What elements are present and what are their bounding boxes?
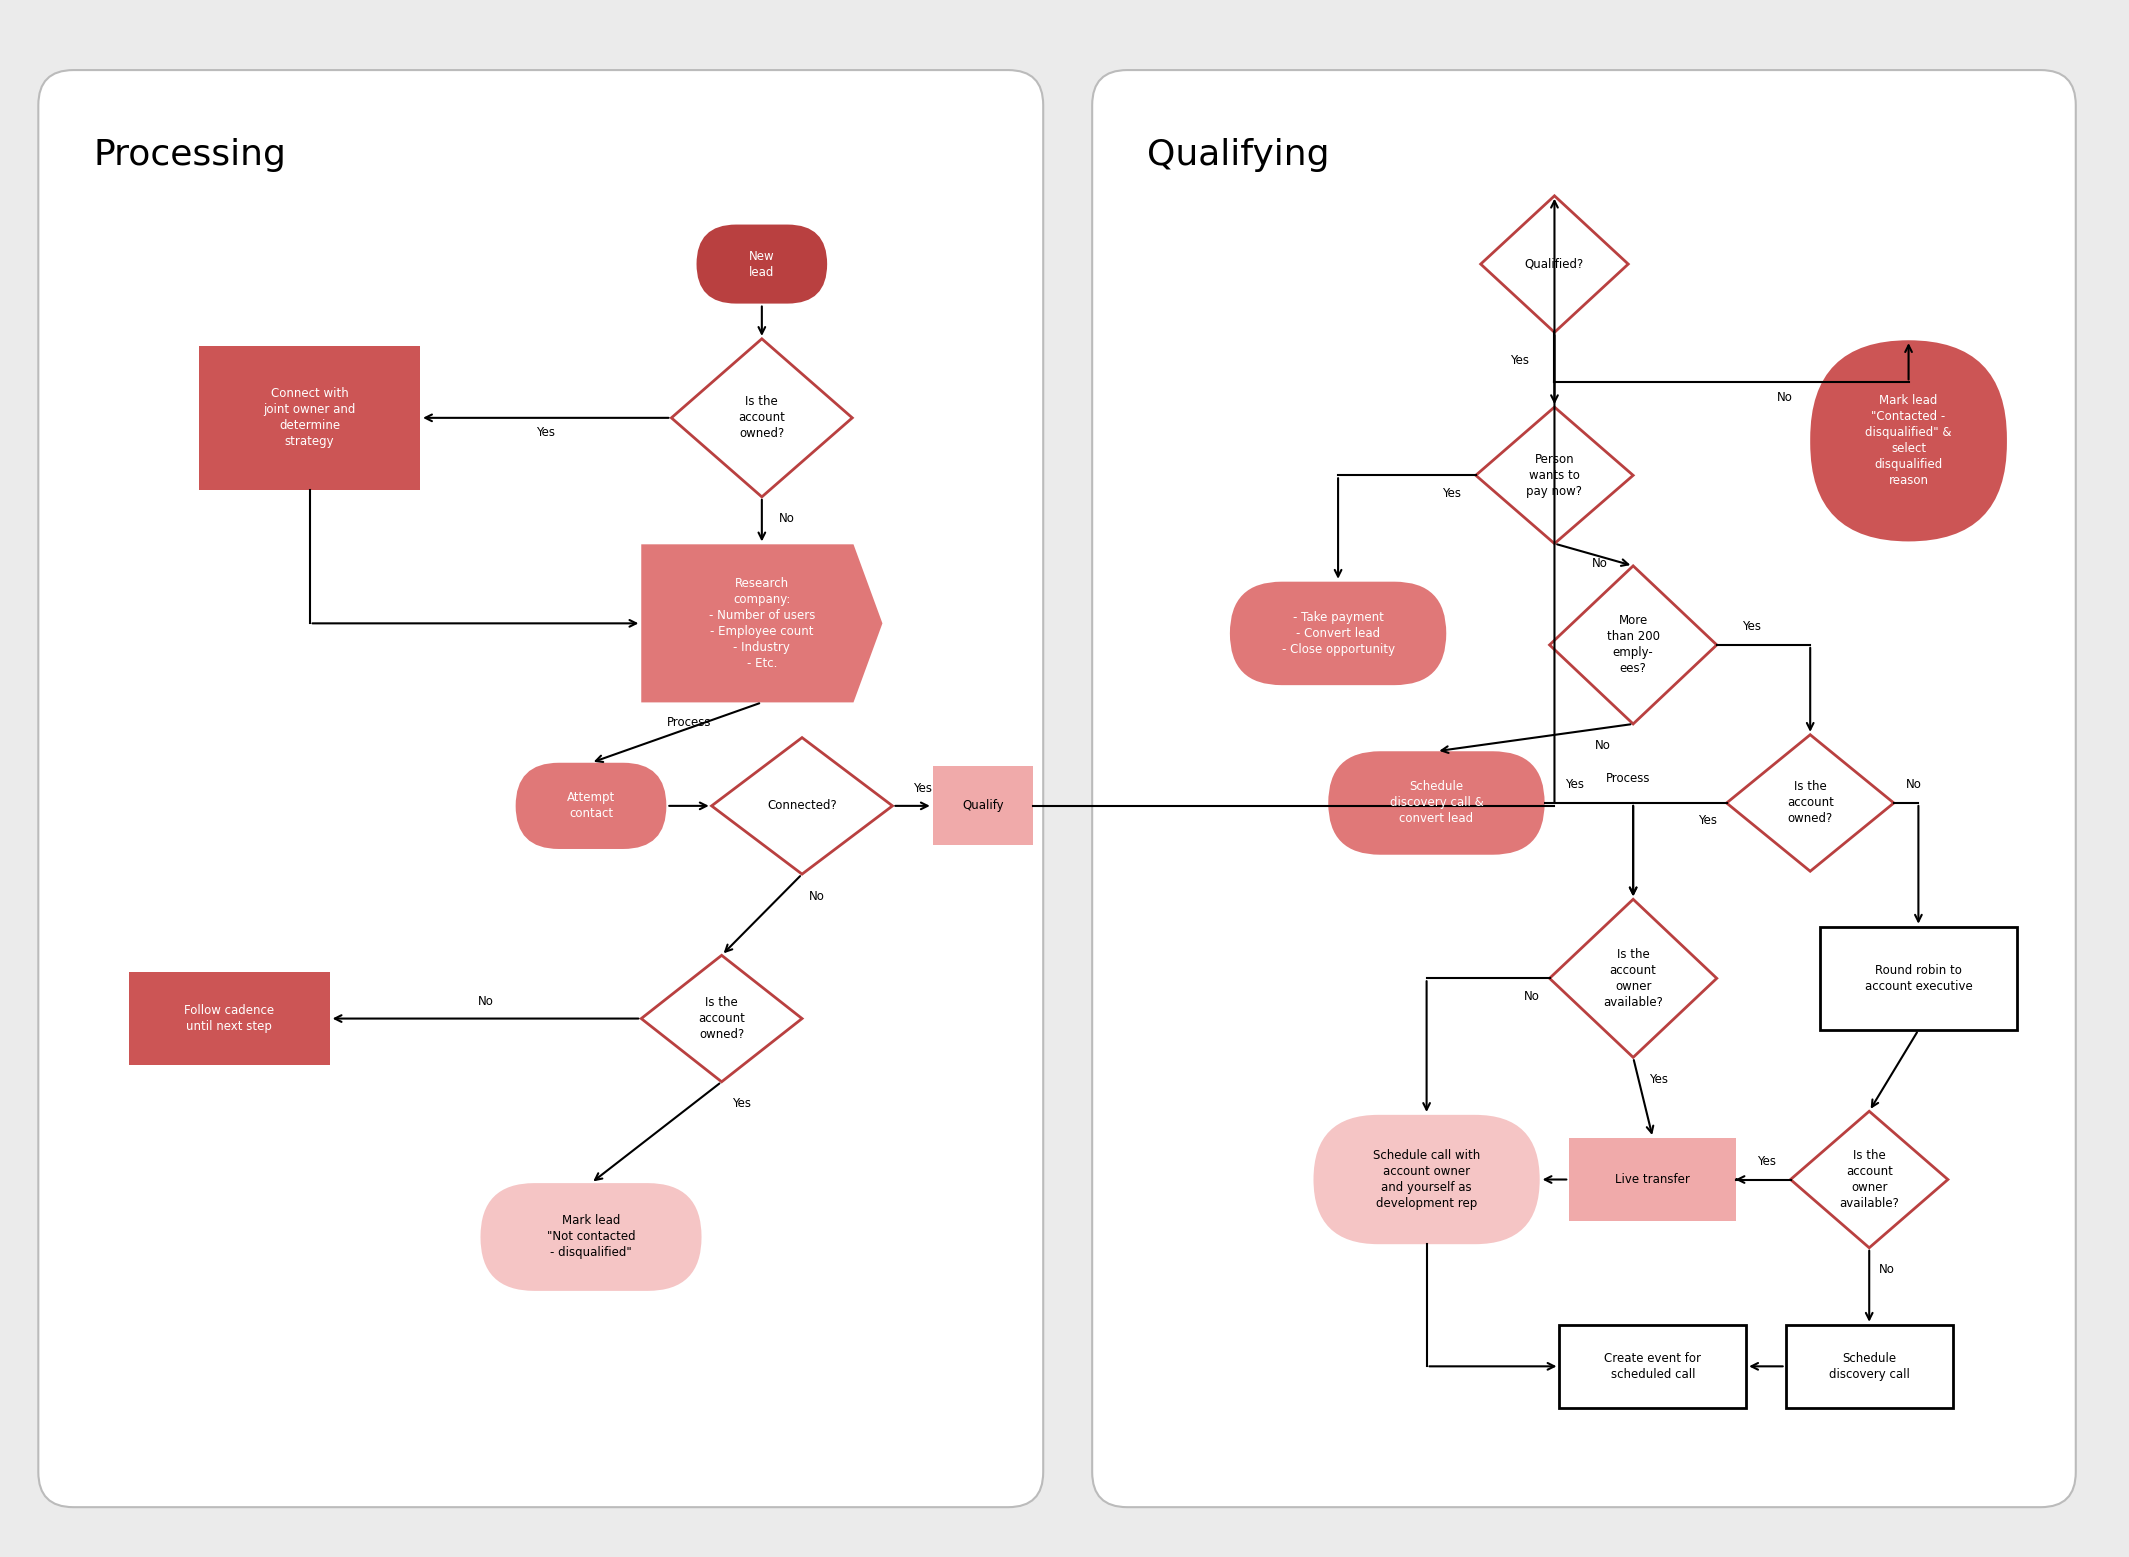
Text: No: No xyxy=(477,995,494,1007)
Text: Processing: Processing xyxy=(94,139,285,173)
Text: No: No xyxy=(1905,778,1922,791)
Text: Yes: Yes xyxy=(1509,353,1529,367)
Text: Is the
account
owned?: Is the account owned? xyxy=(698,996,745,1042)
Polygon shape xyxy=(1790,1112,1948,1247)
Text: Qualifying: Qualifying xyxy=(1148,139,1331,173)
Text: No: No xyxy=(1592,557,1607,570)
Text: Live transfer: Live transfer xyxy=(1616,1172,1690,1186)
Bar xyxy=(1820,926,2016,1031)
Text: Schedule
discovery call: Schedule discovery call xyxy=(1829,1351,1910,1381)
Bar xyxy=(1569,1138,1737,1221)
Text: No: No xyxy=(1778,391,1793,403)
Text: Mark lead
"Not contacted
- disqualified": Mark lead "Not contacted - disqualified" xyxy=(547,1214,634,1260)
Bar xyxy=(933,766,1033,845)
Text: Follow cadence
until next step: Follow cadence until next step xyxy=(185,1004,275,1032)
Text: Connected?: Connected? xyxy=(766,799,837,813)
FancyBboxPatch shape xyxy=(1314,1115,1539,1244)
FancyBboxPatch shape xyxy=(1231,582,1446,685)
Polygon shape xyxy=(671,339,852,497)
Text: Yes: Yes xyxy=(1756,1155,1776,1168)
FancyBboxPatch shape xyxy=(696,224,828,304)
Text: No: No xyxy=(1524,990,1539,1003)
Polygon shape xyxy=(641,956,803,1082)
Bar xyxy=(200,346,419,490)
Polygon shape xyxy=(711,738,892,873)
Text: Is the
account
owned?: Is the account owned? xyxy=(739,395,786,441)
Text: Schedule call with
account owner
and yourself as
development rep: Schedule call with account owner and you… xyxy=(1373,1149,1480,1210)
FancyBboxPatch shape xyxy=(481,1183,703,1291)
Polygon shape xyxy=(1550,565,1716,724)
Polygon shape xyxy=(1480,196,1629,332)
Bar xyxy=(1558,1325,1746,1408)
Text: Attempt
contact: Attempt contact xyxy=(566,791,615,821)
FancyBboxPatch shape xyxy=(515,763,666,849)
Text: Yes: Yes xyxy=(913,782,933,796)
Text: Round robin to
account executive: Round robin to account executive xyxy=(1865,964,1971,993)
Text: No: No xyxy=(779,512,794,525)
Text: Qualified?: Qualified? xyxy=(1524,257,1584,271)
Text: Yes: Yes xyxy=(1565,778,1584,791)
Text: Is the
account
owned?: Is the account owned? xyxy=(1786,780,1833,825)
Text: Is the
account
owner
available?: Is the account owner available? xyxy=(1603,948,1663,1009)
Text: Create event for
scheduled call: Create event for scheduled call xyxy=(1605,1351,1701,1381)
FancyBboxPatch shape xyxy=(1092,70,2076,1507)
Polygon shape xyxy=(641,545,881,702)
Polygon shape xyxy=(1727,735,1895,872)
Text: Yes: Yes xyxy=(1742,620,1761,634)
Text: Yes: Yes xyxy=(1697,814,1716,827)
Text: Yes: Yes xyxy=(1648,1073,1667,1085)
Text: Yes: Yes xyxy=(1441,487,1460,500)
FancyBboxPatch shape xyxy=(1328,752,1546,855)
Text: Yes: Yes xyxy=(732,1098,752,1110)
Text: Process: Process xyxy=(1605,772,1650,785)
Text: Schedule
discovery call &
convert lead: Schedule discovery call & convert lead xyxy=(1390,780,1484,825)
Polygon shape xyxy=(1475,406,1633,543)
Text: No: No xyxy=(1880,1263,1895,1277)
Text: Person
wants to
pay now?: Person wants to pay now? xyxy=(1526,453,1582,498)
Text: Process: Process xyxy=(666,716,711,729)
Text: Research
company:
- Number of users
- Employee count
- Industry
- Etc.: Research company: - Number of users - Em… xyxy=(709,576,815,670)
Polygon shape xyxy=(1550,900,1716,1057)
Text: No: No xyxy=(809,889,824,903)
Text: Qualify: Qualify xyxy=(962,799,1003,813)
FancyBboxPatch shape xyxy=(38,70,1043,1507)
Text: New
lead: New lead xyxy=(749,249,775,279)
Text: No: No xyxy=(1595,740,1612,752)
Text: - Take payment
- Convert lead
- Close opportunity: - Take payment - Convert lead - Close op… xyxy=(1282,610,1394,655)
Text: Is the
account
owner
available?: Is the account owner available? xyxy=(1839,1149,1899,1210)
Text: Yes: Yes xyxy=(537,427,556,439)
Text: Mark lead
"Contacted -
disqualified" &
select
disqualified
reason: Mark lead "Contacted - disqualified" & s… xyxy=(1865,394,1952,487)
Bar xyxy=(128,972,330,1065)
Bar xyxy=(1786,1325,1952,1408)
FancyBboxPatch shape xyxy=(1810,341,2008,542)
Text: Connect with
joint owner and
determine
strategy: Connect with joint owner and determine s… xyxy=(264,388,356,448)
Text: More
than 200
emply-
ees?: More than 200 emply- ees? xyxy=(1607,615,1661,676)
